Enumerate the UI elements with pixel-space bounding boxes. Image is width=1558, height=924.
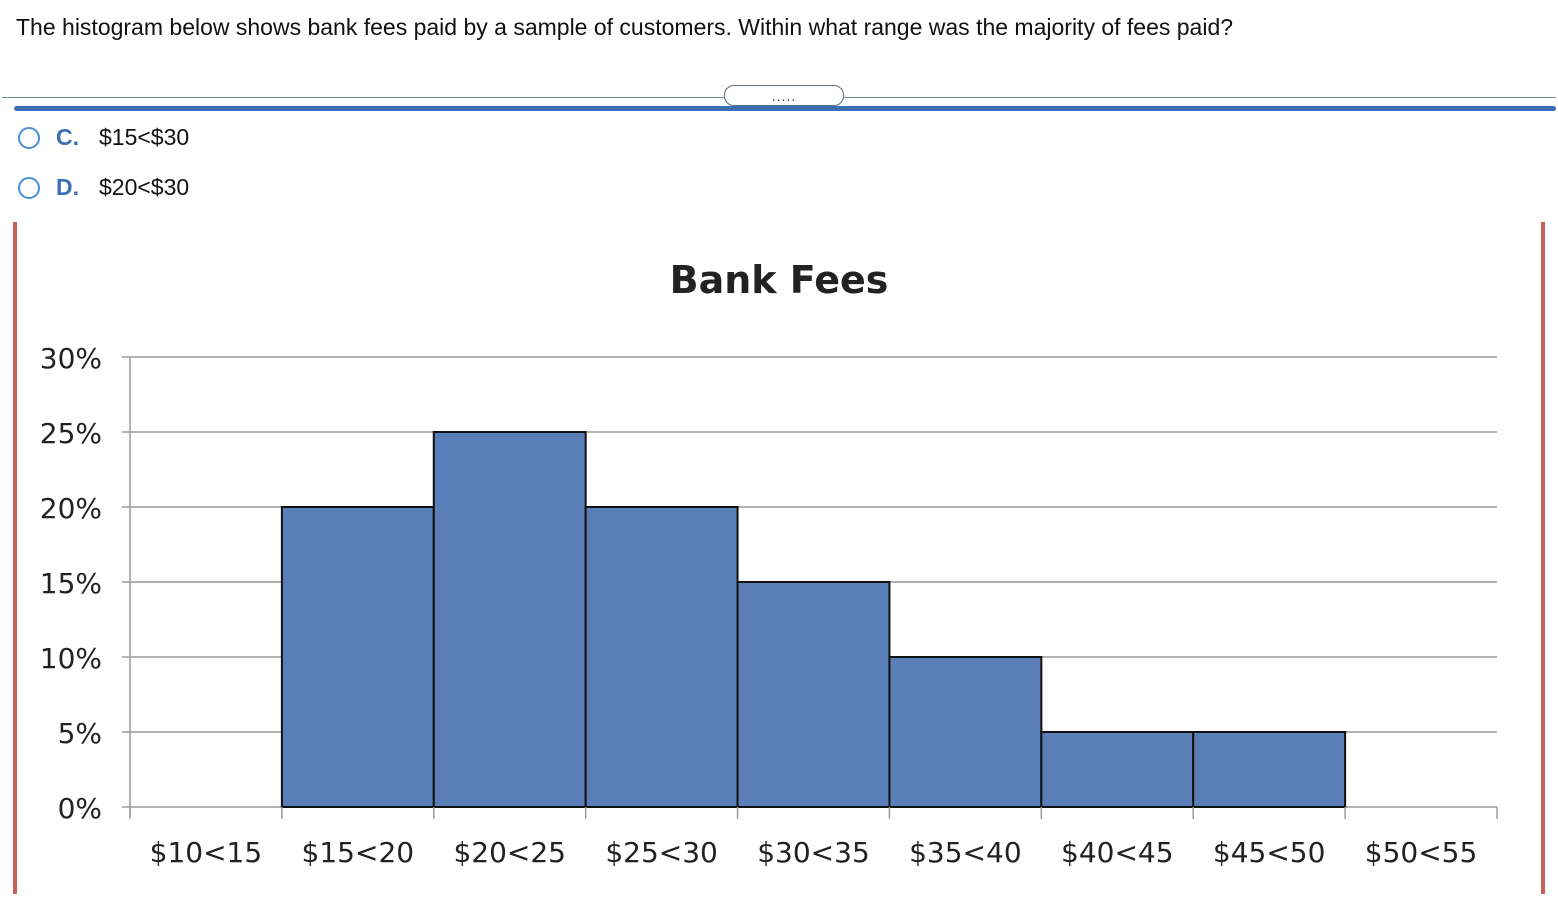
option-d-letter: D. [56, 174, 79, 200]
chart-frame-right [1541, 222, 1545, 894]
chart-frame-left [13, 222, 17, 894]
histogram-bar [1040, 731, 1195, 808]
radio-button-c[interactable] [18, 126, 40, 149]
expand-button[interactable]: ..... [724, 85, 844, 106]
option-c-letter: C. [56, 124, 79, 150]
histogram-bar [736, 581, 891, 808]
x-tick-label: $45<50 [1213, 836, 1326, 869]
y-tick-label: 25% [40, 417, 102, 450]
x-tick-label: $25<30 [605, 836, 718, 869]
option-d[interactable]: D. $20<$30 [18, 174, 189, 201]
x-tick-label: $30<35 [757, 836, 870, 869]
y-tick-label: 20% [40, 492, 102, 525]
y-tick-label: 0% [58, 792, 102, 825]
x-tick-label: $35<40 [909, 836, 1022, 869]
section-divider [14, 106, 1556, 111]
histogram-bar [888, 656, 1043, 808]
option-d-text: $20<$30 [99, 174, 190, 200]
histogram-bar [432, 431, 587, 808]
x-tick-label: $40<45 [1061, 836, 1174, 869]
y-tick-label: 10% [40, 642, 102, 675]
option-c[interactable]: C. $15<$30 [18, 124, 189, 151]
x-tick-label: $15<20 [302, 836, 415, 869]
histogram-bar [584, 506, 739, 808]
x-tick-label: $10<15 [150, 836, 263, 869]
histogram-bar [1192, 731, 1347, 808]
chart-title: Bank Fees [670, 258, 889, 302]
option-c-text: $15<$30 [99, 124, 190, 150]
x-tick-label: $50<55 [1365, 836, 1478, 869]
y-tick-label: 30% [40, 342, 102, 375]
y-tick-label: 5% [58, 717, 102, 750]
question-text: The histogram below shows bank fees paid… [16, 14, 1234, 40]
radio-button-d[interactable] [18, 176, 40, 199]
histogram-bar [280, 506, 435, 808]
x-tick-label: $20<25 [453, 836, 566, 869]
y-tick-label: 15% [40, 567, 102, 600]
